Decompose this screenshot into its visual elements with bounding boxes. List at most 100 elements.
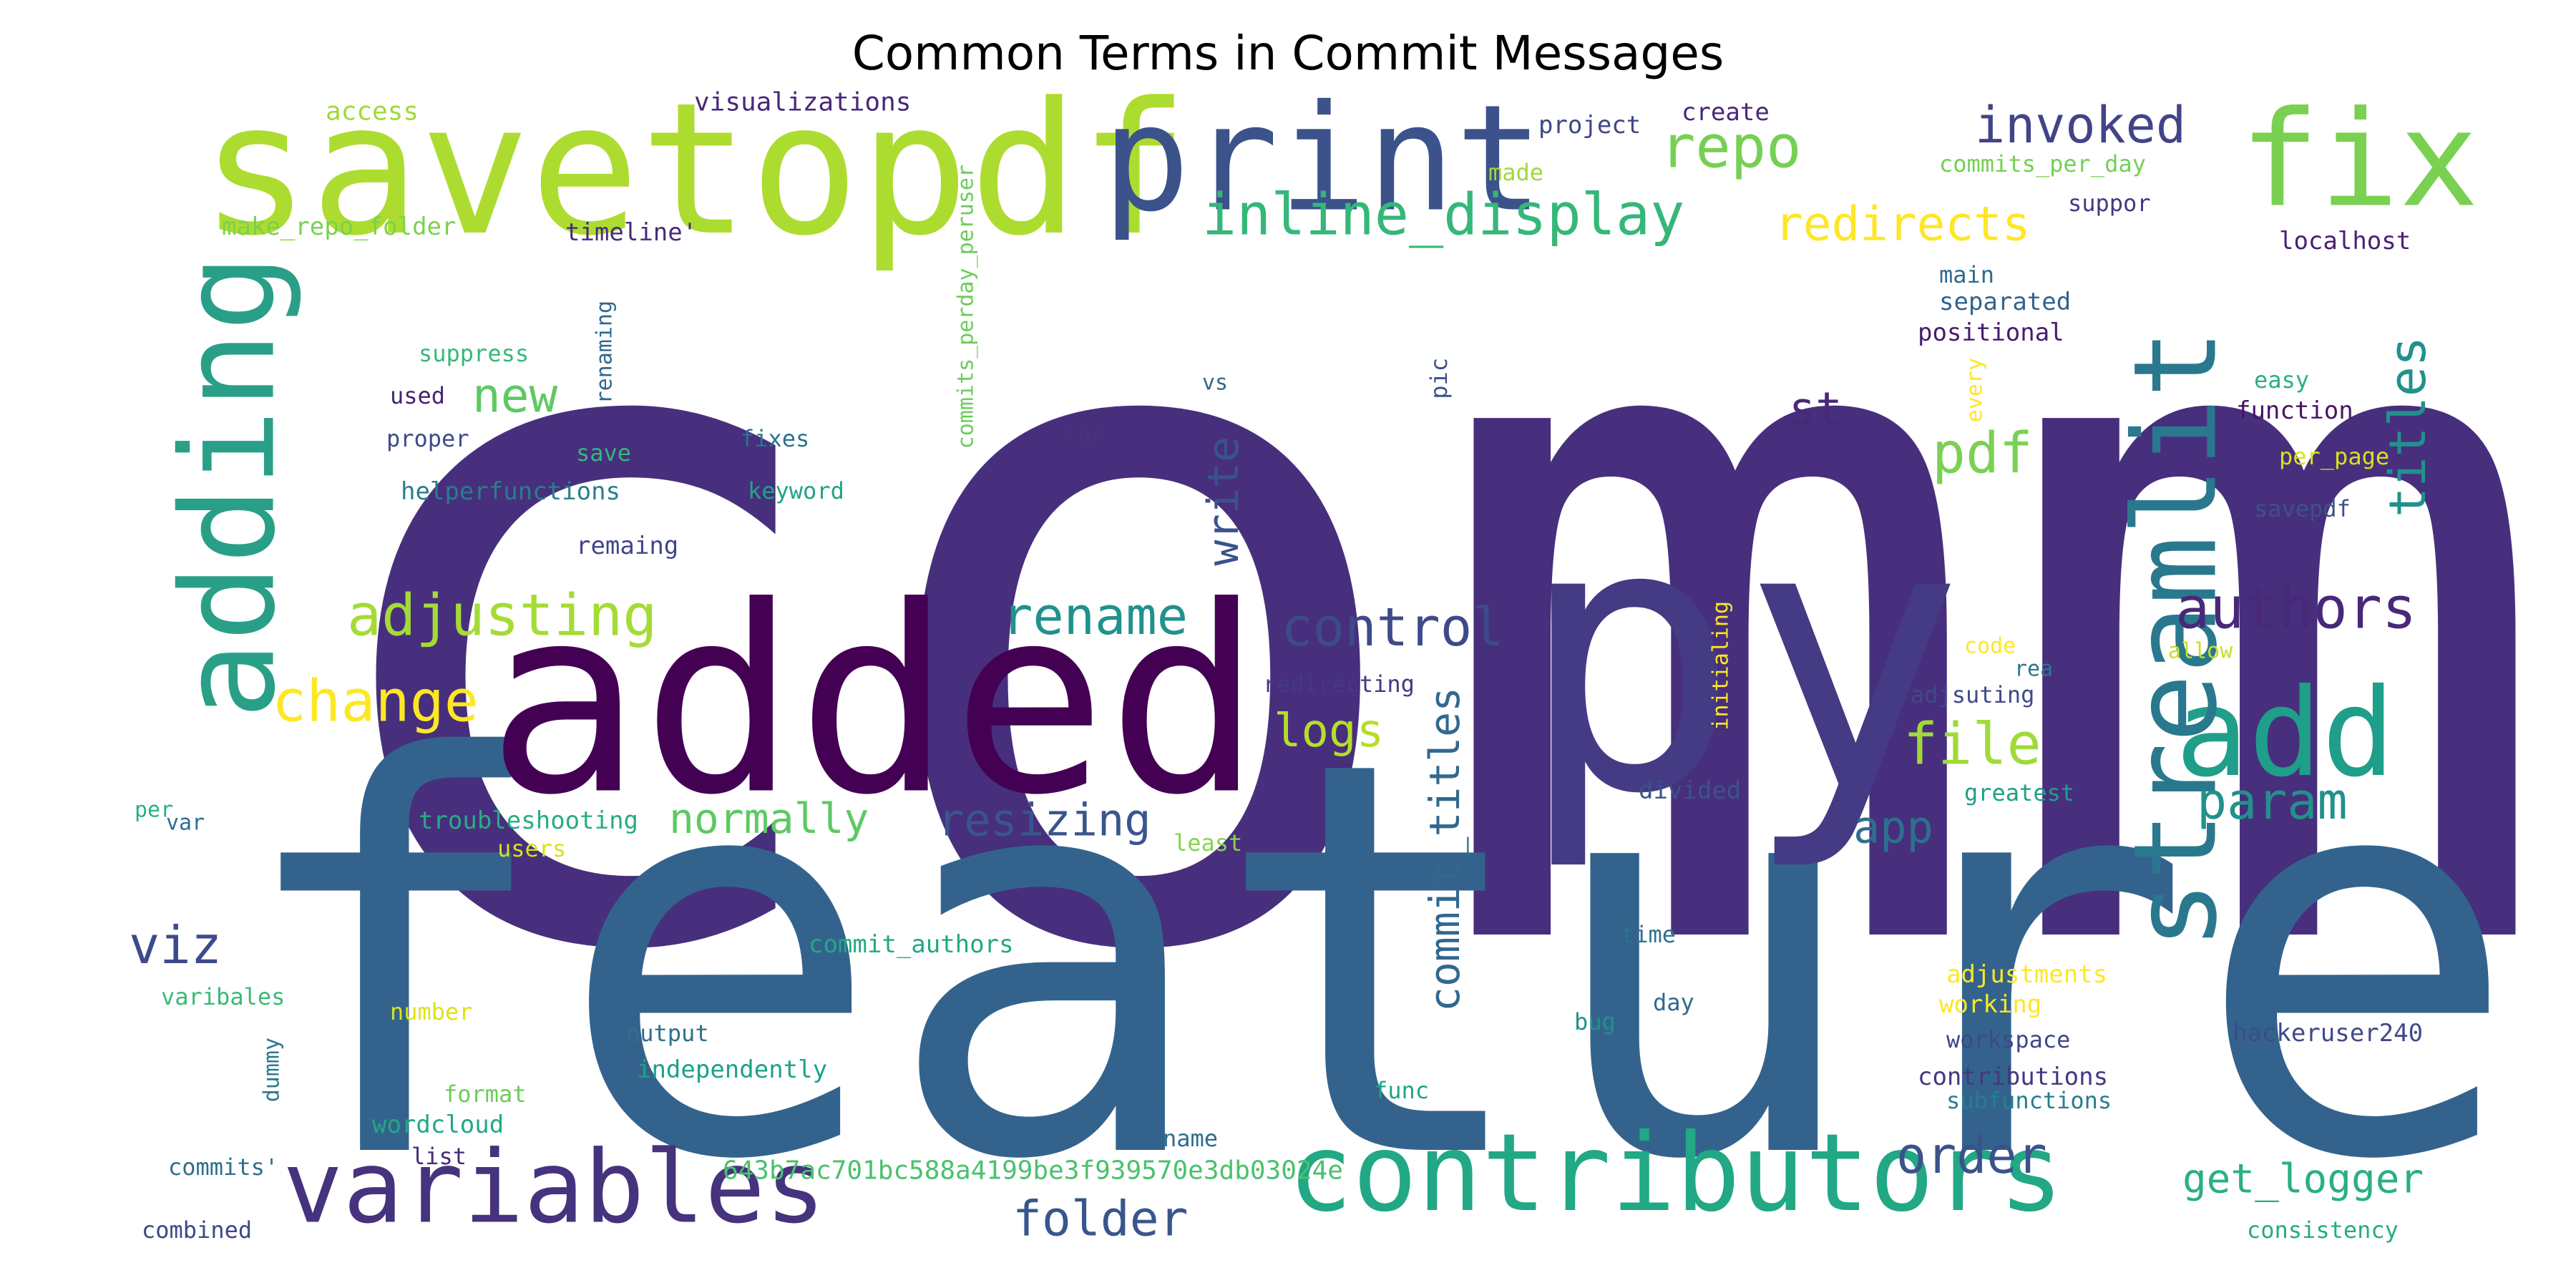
word-keyword: keyword [748,477,844,504]
word-allow: allow [2168,639,2233,664]
word-subfunctions: subfunctions [1946,1087,2112,1114]
word-format: format [444,1080,527,1108]
word-savepdf: savepdf [2254,495,2351,522]
word-remaing: remaing [576,532,678,560]
word-savetopdf: savetopdf [200,64,1189,276]
word-adding: adding [155,254,304,719]
word-py: py [1517,441,1965,875]
word-fixes: fixes [741,425,809,452]
word-commit-titles: commit_titles [1420,687,1469,1012]
word-redirects: redirects [1775,197,2031,252]
word-day: day [1653,989,1694,1016]
word-change: change [272,668,479,735]
word-list: list [411,1143,467,1170]
word-hackeruser240: hackeruser240 [2233,1019,2423,1048]
word-var: var [166,811,205,836]
word-write: write [1199,436,1249,566]
word-viz: viz [129,915,222,975]
word-suppor: suppor [2068,190,2151,217]
word-added: added [487,552,1262,852]
word-output: output [626,1020,709,1047]
word-code: code [1964,634,2016,659]
word-users: users [497,835,566,862]
word-save: save [576,439,631,467]
word-contributions: contributions [1918,1063,2108,1091]
word-print: print [1102,74,1543,245]
word-643b7ac701bc588a4199be3f939570e3db03024e: 643b7ac701bc588a4199be3f939570e3db03024e [723,1156,1343,1186]
word-used: used [390,382,445,409]
word-dummy: dummy [260,1038,285,1102]
word-independently: independently [637,1055,827,1084]
word-main: main [1939,261,1994,288]
word-create: create [1682,98,1770,127]
word-combined: combined [142,1216,252,1244]
word-streamlit: streamlit [2109,329,2243,950]
word-time: time [1621,921,1676,948]
word-easy: easy [2254,366,2309,394]
figure-title: Common Terms in Commit Messages [852,26,1724,81]
word-rename: rename [1002,586,1188,646]
word-pic: pic [1425,358,1453,399]
word-divided: divided [1639,776,1741,805]
word-make-repo-folder: make_repo_folder [222,213,457,241]
word-suppress: suppress [419,340,529,367]
word-func: func [1374,1077,1429,1104]
word-timeline: timeline' [565,218,697,247]
word-wordcloud: wordcloud [372,1111,504,1139]
word-authors: authors [2175,575,2416,642]
word-least: least [1174,829,1242,857]
word-made: made [1488,159,1543,186]
word-control: control [1281,597,1504,658]
word-redirecting: redirecting [1263,670,1415,698]
word-folder: folder [1013,1191,1189,1248]
word-bug: bug [1574,1008,1616,1035]
word-get-logger: get_logger [2182,1156,2424,1203]
word-vs: vs [1202,371,1228,396]
word-param: param [2197,772,2348,831]
word-per: per [135,798,173,823]
word-top: top [1064,420,1106,447]
word-pdf: pdf [1932,421,2033,486]
word-access: access [326,97,419,127]
word-commits-perday-peruser: commits_perday_peruser [954,165,979,449]
word-adjusting: adjusting [347,582,657,649]
word-normally: normally [669,794,869,843]
word-separated: separated [1939,288,2071,316]
word-invoked: invoked [1975,96,2186,155]
word-contributors: contributors [1288,1111,2064,1236]
word-visualizations: visualizations [694,88,911,117]
word-feature: feature [229,646,2521,1279]
word-commit: commit [286,59,2576,1158]
word-working: working [1939,990,2041,1019]
word-file: file [1903,711,2041,778]
word-number: number [390,998,473,1025]
word-consistency: consistency [2247,1216,2399,1244]
word-function: function [2236,396,2353,425]
word-initialing: initialing [1709,601,1734,731]
word-proper: proper [386,425,469,452]
word-repo: repo [1660,114,1801,182]
word-workspace: workspace [1946,1026,2070,1053]
word-positional: positional [1918,318,2064,347]
word-name: name [1163,1125,1218,1152]
word-adjsuting: adjsuting [1911,681,2034,708]
word-order: order [1896,1126,2047,1185]
word-variables: variables [283,1130,826,1246]
word-localhost: localhost [2279,227,2411,255]
word-app: app [1853,801,1933,854]
word-new: new [472,369,557,424]
word-rea: rea [2014,657,2053,682]
word-titles: titles [2379,336,2437,517]
word-helperfunctions: helperfunctions [401,477,620,506]
word-commit-authors: commit_authors [809,930,1014,959]
word-project: project [1538,111,1641,140]
word-varibales: varibales [161,983,285,1010]
word-resizing: resizing [937,794,1151,847]
word-add: add [2175,663,2395,804]
word-commits: commits' [168,1153,278,1181]
word-inline-display: inline_display [1202,182,1684,248]
word-renaming: renaming [592,301,618,404]
word-fix: fix [2240,82,2479,237]
